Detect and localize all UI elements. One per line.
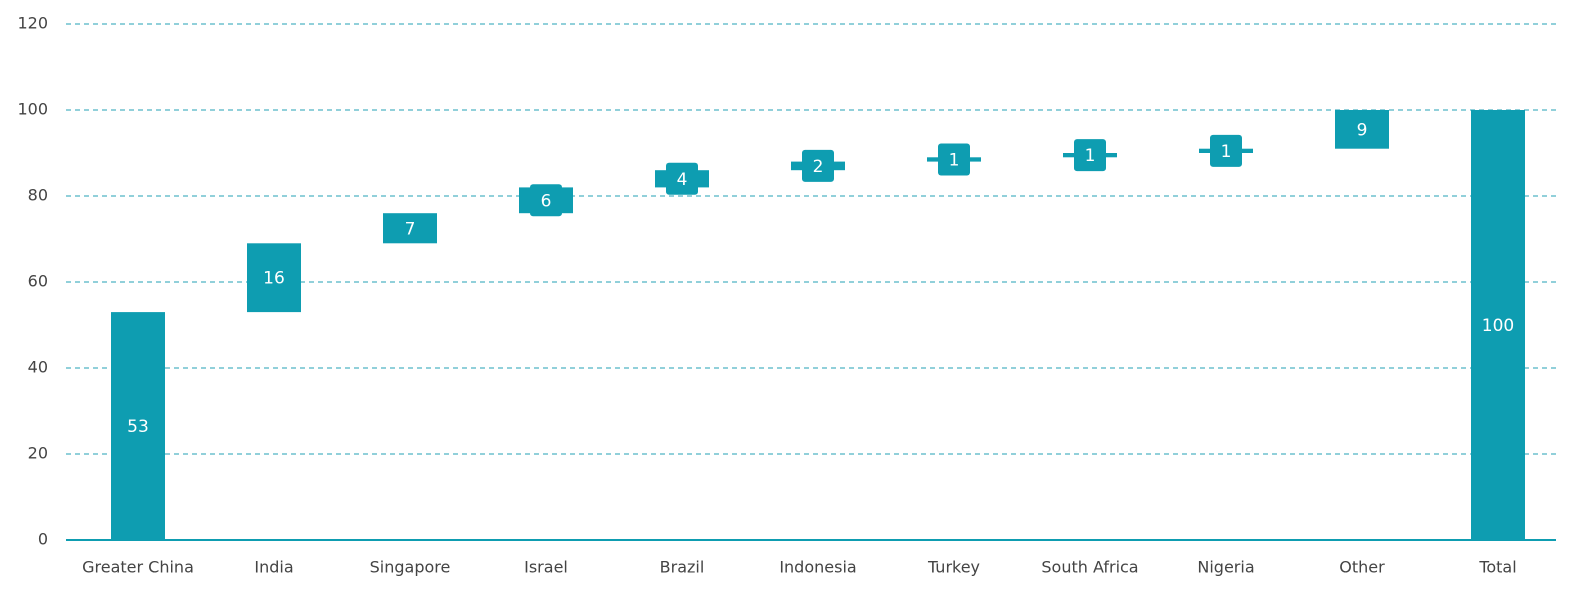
value-label: 6	[541, 191, 552, 211]
x-tick-label: Turkey	[927, 558, 980, 577]
y-tick-label: 100	[17, 100, 48, 119]
label-box	[938, 143, 970, 176]
x-tick-label: Other	[1339, 558, 1385, 577]
value-label: 16	[263, 269, 285, 289]
y-tick-label: 40	[28, 358, 48, 377]
x-tick-label: Greater China	[82, 558, 194, 577]
y-tick-label: 120	[17, 14, 48, 33]
label-box	[802, 149, 834, 182]
y-tick-label: 0	[38, 530, 48, 549]
value-label: 1	[1085, 146, 1096, 166]
bar	[383, 213, 437, 244]
label-box	[1074, 139, 1106, 172]
y-tick-label: 20	[28, 444, 48, 463]
label-box	[530, 184, 562, 217]
x-tick-label: Israel	[524, 558, 568, 577]
x-tick-label: Nigeria	[1197, 558, 1254, 577]
value-label: 100	[1482, 316, 1514, 336]
value-label: 7	[405, 219, 416, 239]
bar	[1335, 110, 1389, 149]
x-tick-label: India	[254, 558, 293, 577]
label-box	[1210, 134, 1242, 167]
value-label: 1	[1221, 142, 1232, 162]
x-tick-label: Indonesia	[779, 558, 856, 577]
x-tick-label: Singapore	[370, 558, 451, 577]
value-label: 4	[677, 170, 688, 190]
value-label: 1	[949, 150, 960, 170]
x-tick-label: South Africa	[1041, 558, 1138, 577]
bar	[247, 243, 301, 313]
bar	[1471, 110, 1525, 540]
value-label: 2	[813, 157, 824, 177]
x-tick-label: Total	[1478, 558, 1516, 577]
label-box	[666, 162, 698, 195]
value-label: 9	[1357, 120, 1368, 140]
bar	[111, 312, 165, 540]
x-tick-label: Brazil	[660, 558, 705, 577]
value-label: 53	[127, 417, 149, 437]
y-tick-label: 60	[28, 272, 48, 291]
y-tick-label: 80	[28, 186, 48, 205]
